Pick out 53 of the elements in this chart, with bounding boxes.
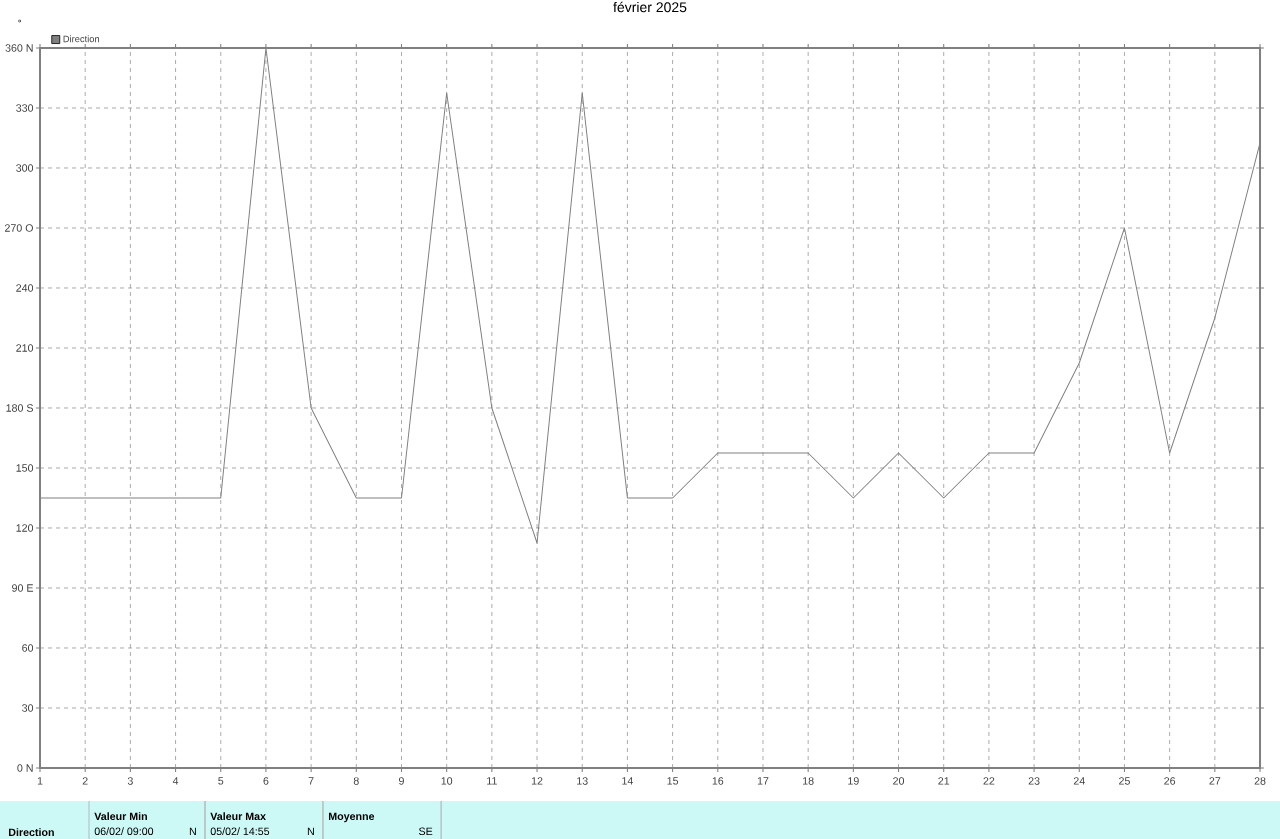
x-tick-label: 25 <box>1119 777 1130 785</box>
text: N <box>307 827 314 835</box>
text: Direction <box>8 828 54 837</box>
x-tick-label: 10 <box>441 777 453 785</box>
y-tick-label: 180 S <box>6 404 34 412</box>
y-tick-label: 0 N <box>17 764 33 772</box>
y-tick-label: 150 <box>16 464 34 472</box>
x-tick-label: 16 <box>712 777 724 785</box>
x-tick-label: 7 <box>308 777 314 785</box>
x-tick-label: 5 <box>218 777 224 785</box>
x-tick-label: 18 <box>803 777 814 785</box>
y-tick-label: 60 <box>22 644 34 652</box>
y-axis-title: ° <box>18 19 21 23</box>
x-tick-label: 17 <box>757 777 769 785</box>
text: N <box>189 827 196 835</box>
y-tick-label: 240 <box>16 284 34 292</box>
y-tick-label: 30 <box>22 704 34 712</box>
x-tick-label: 6 <box>263 777 269 785</box>
x-tick-label: 11 <box>487 777 497 785</box>
text: 06/02/ 09:00 <box>94 827 154 836</box>
x-tick-label: 3 <box>127 777 133 785</box>
x-tick-label: 20 <box>893 777 905 785</box>
chart-title: février 2025 <box>613 1 687 13</box>
x-tick-label: 2 <box>82 777 88 785</box>
x-tick-label: 4 <box>172 777 179 785</box>
text: SE <box>418 827 433 836</box>
y-tick-label: 210 <box>16 344 34 352</box>
x-tick-label: 13 <box>577 777 588 785</box>
text: Valeur Max <box>210 812 266 821</box>
y-tick-label: 90 E <box>12 584 34 592</box>
text: Valeur Min <box>94 812 147 821</box>
y-tick-label: 270 O <box>5 224 33 232</box>
y-tick-label: 330 <box>16 104 34 112</box>
x-tick-label: 27 <box>1209 777 1221 785</box>
x-tick-label: 12 <box>531 777 543 785</box>
x-tick-label: 8 <box>353 777 359 785</box>
y-tick-label: 360 N <box>5 44 33 52</box>
text: Moyenne <box>328 812 375 823</box>
y-tick-label: 300 <box>16 164 34 172</box>
x-tick-label: 1 <box>37 777 43 785</box>
x-tick-label: 22 <box>983 777 995 785</box>
x-tick-label: 19 <box>848 777 859 785</box>
x-tick-label: 23 <box>1028 777 1040 785</box>
text: 05/02/ 14:55 <box>210 827 270 836</box>
x-tick-label: 21 <box>938 777 950 785</box>
y-tick-label: 120 <box>16 524 34 532</box>
x-tick-label: 15 <box>667 777 679 785</box>
x-tick-label: 24 <box>1073 777 1085 785</box>
x-tick-label: 28 <box>1254 777 1266 785</box>
legend-label: Direction <box>63 35 100 43</box>
x-tick-label: 26 <box>1164 777 1176 785</box>
x-tick-label: 14 <box>622 777 634 785</box>
x-tick-label: 9 <box>399 777 404 785</box>
